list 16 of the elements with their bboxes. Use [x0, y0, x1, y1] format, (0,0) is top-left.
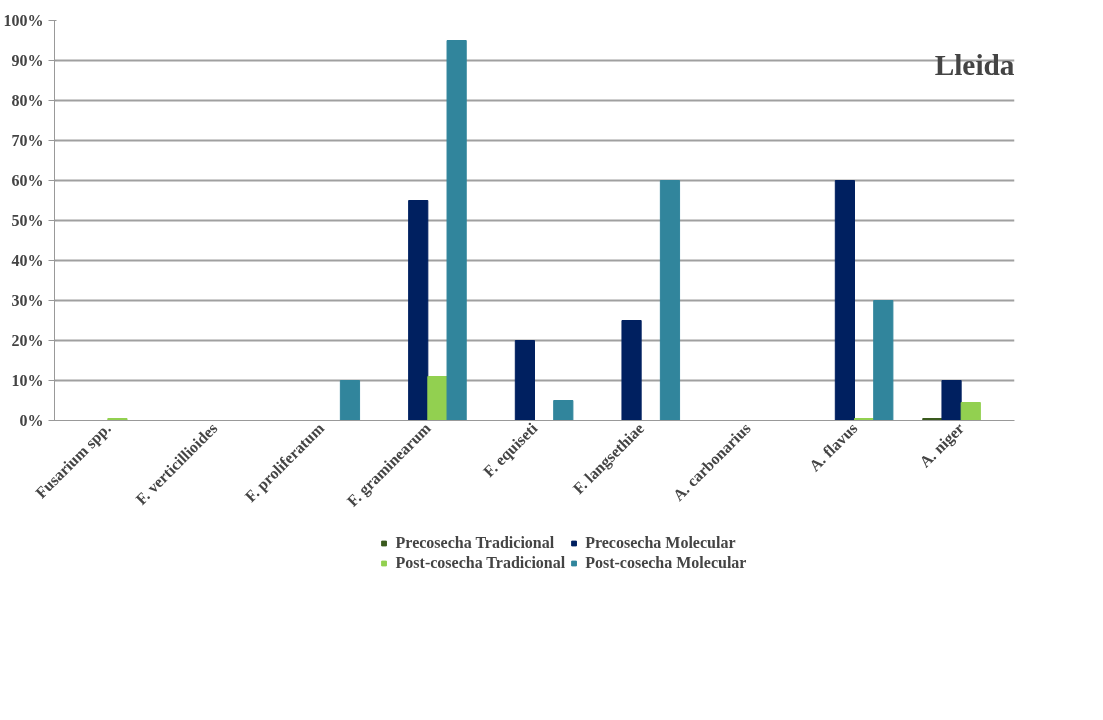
annotation: Lleida [934, 48, 1015, 81]
legend-label: Post-cosecha Tradicional [395, 554, 566, 572]
y-tick-label: 40% [11, 252, 44, 269]
legend-label: Precosecha Tradicional [395, 534, 555, 552]
y-tick-label: 20% [11, 332, 44, 349]
legend-label: Precosecha Molecular [585, 534, 736, 552]
y-tick-label: 0% [19, 412, 44, 429]
legend-label: Post-cosecha Molecular [585, 554, 747, 572]
y-tick-label: 70% [11, 132, 44, 149]
y-tick-label: 90% [11, 52, 44, 69]
y-tick-label: 50% [11, 212, 44, 229]
y-tick-label: 30% [11, 292, 44, 309]
y-tick-label: 60% [11, 172, 44, 189]
y-tick-label: 10% [11, 372, 44, 389]
y-tick-label: 100% [3, 12, 44, 29]
y-tick-label: 80% [11, 92, 44, 109]
